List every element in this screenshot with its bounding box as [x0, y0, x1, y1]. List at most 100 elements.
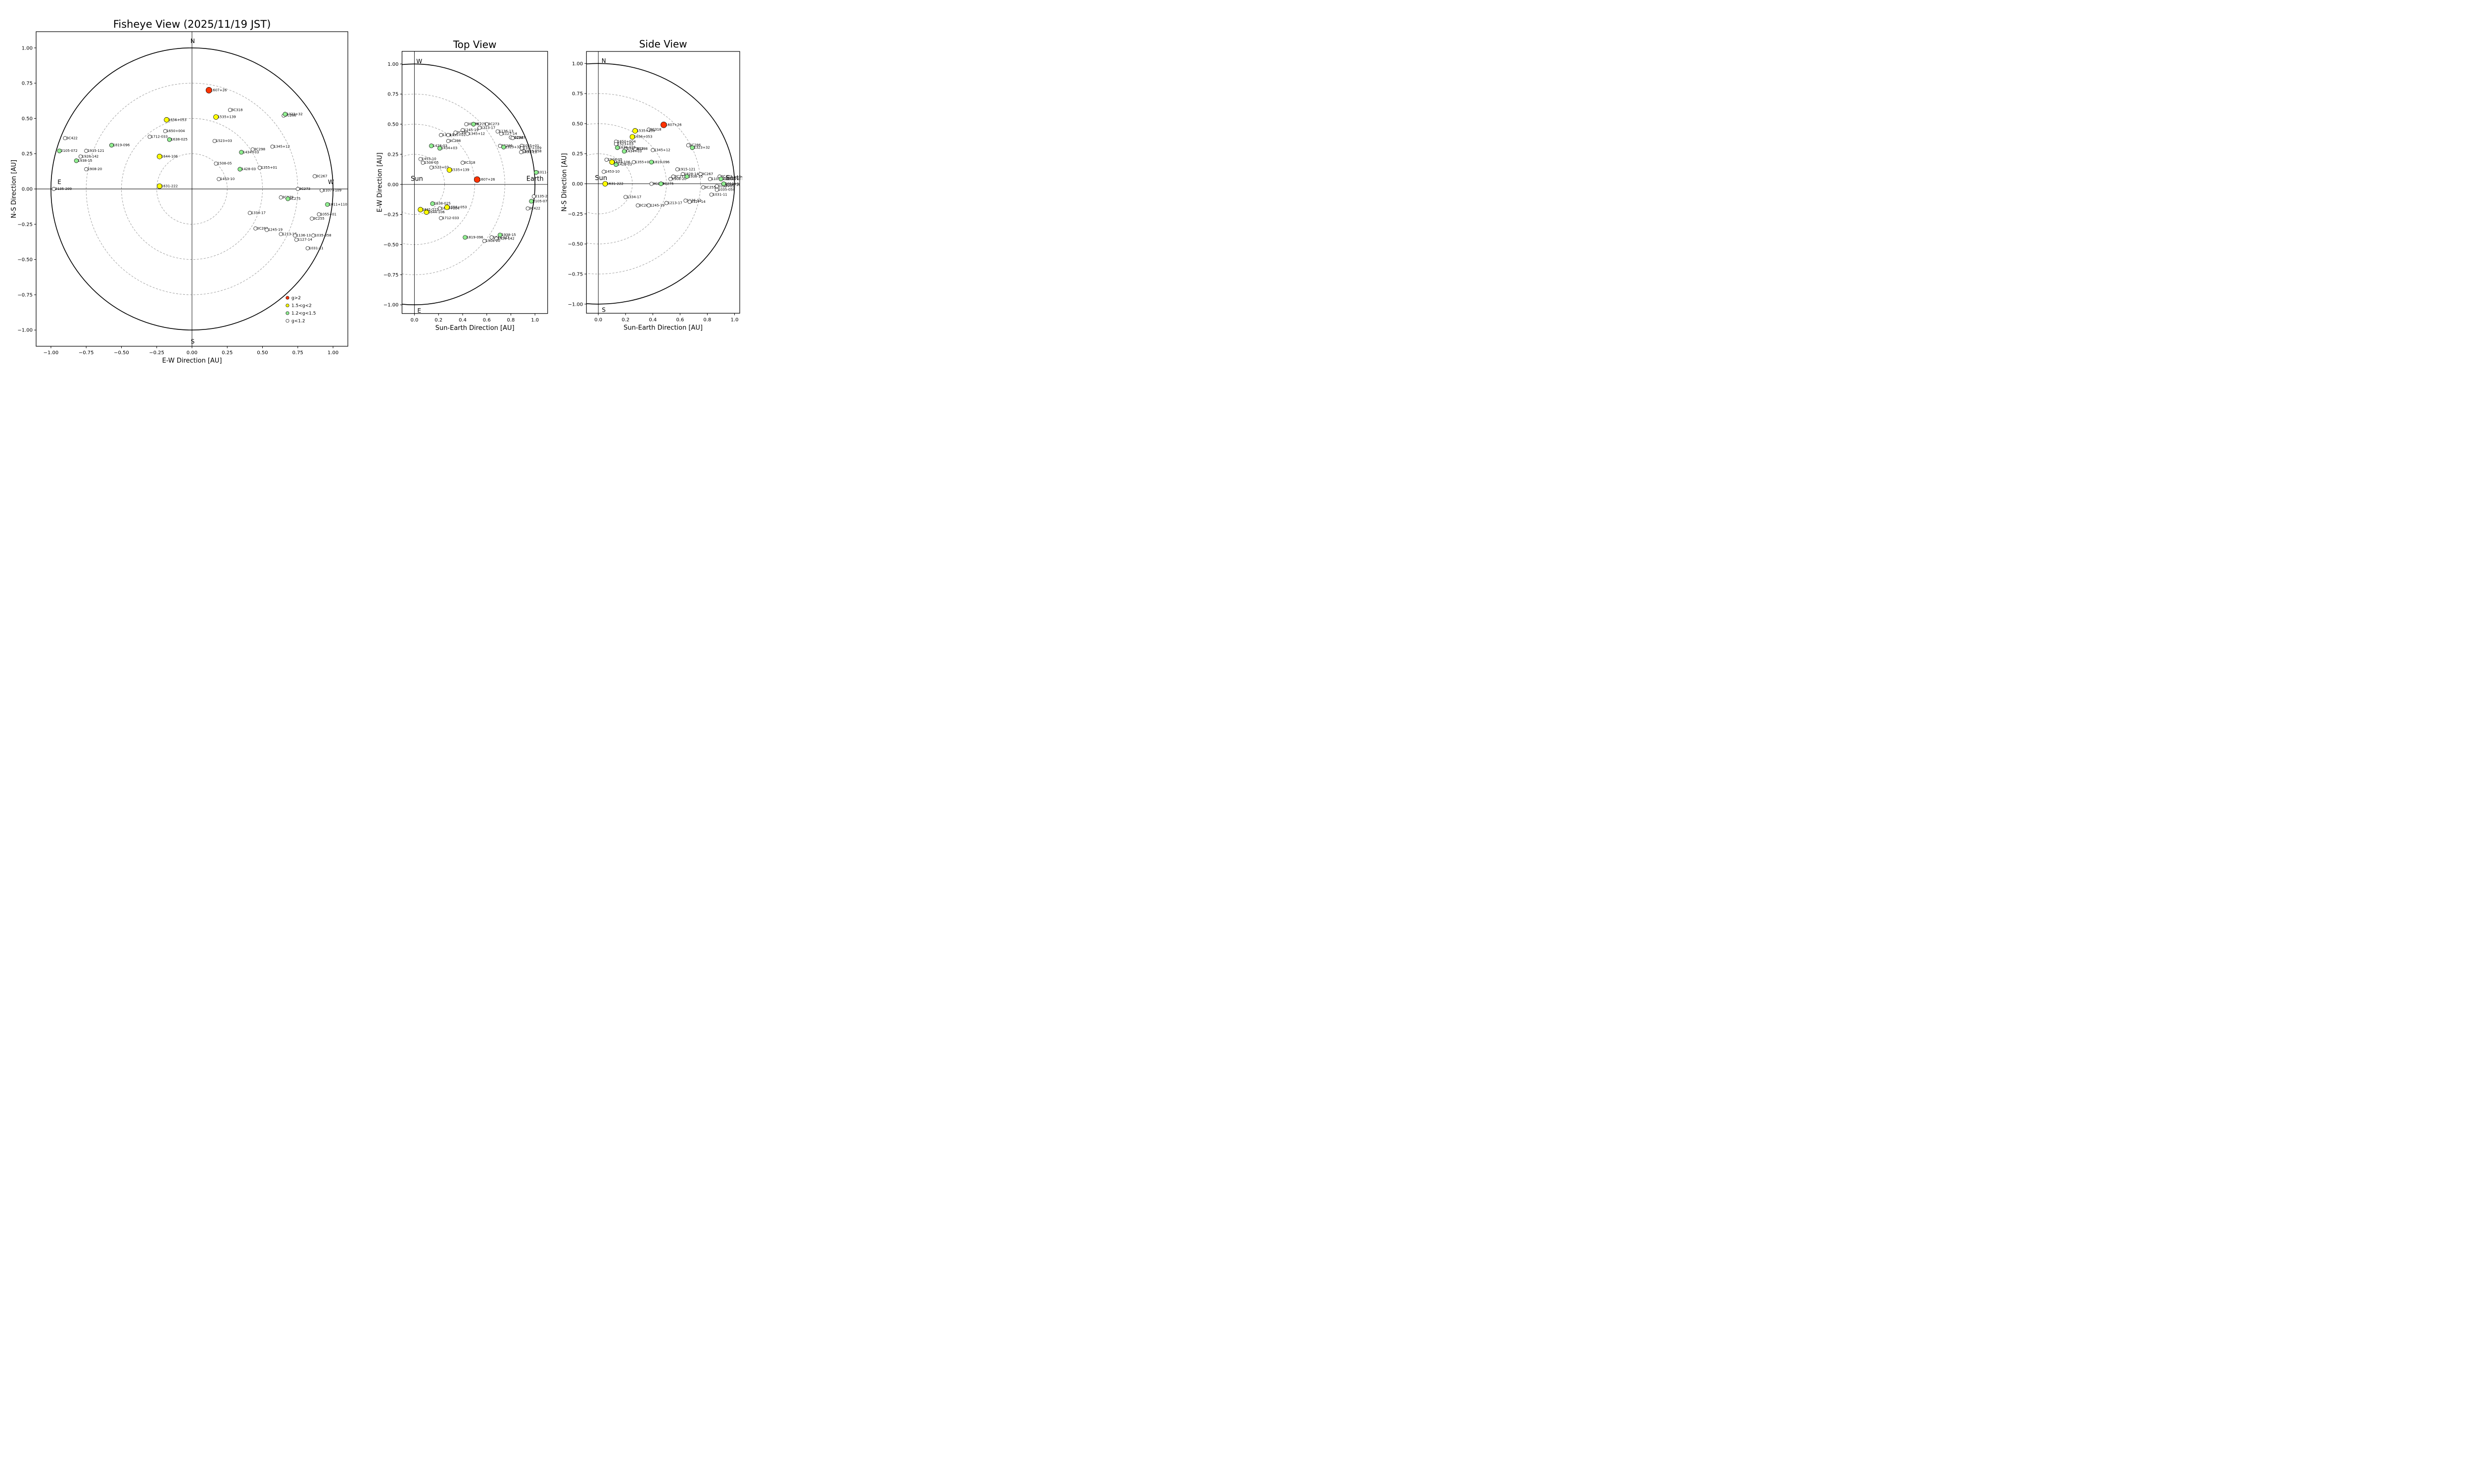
data-point: 1712-033: [147, 135, 168, 139]
y-tick-label: −0.50: [383, 242, 399, 248]
x-tick-label: 0.25: [222, 350, 233, 356]
data-point-marker-white: [320, 188, 324, 192]
y-tick-label: −0.75: [568, 272, 583, 277]
data-point: 1656+053: [629, 134, 652, 140]
data-point-label: 1928-142: [82, 154, 99, 158]
data-point-marker-green: [430, 201, 435, 206]
data-point-marker-white: [212, 139, 217, 143]
y-tick-label: −0.50: [568, 242, 583, 247]
data-point: 1213-17: [279, 232, 297, 236]
data-point-marker-white: [484, 122, 489, 126]
topview-plot-area: 3C2793C2731213-171245-191136-131127-1413…: [402, 51, 548, 314]
y-tick-label: −1.00: [383, 303, 399, 308]
data-point-label: 1638-025: [434, 202, 451, 206]
data-point-marker-green: [721, 181, 726, 186]
data-point-label: 1345+12: [469, 132, 485, 136]
legend-label: 1.2<g<1.5: [291, 311, 316, 316]
data-point-label: 1607+26: [211, 88, 227, 92]
data-point: 1523+03: [614, 142, 633, 146]
data-point-marker-green: [285, 196, 290, 201]
data-point-marker-white: [495, 129, 500, 134]
data-point-marker-white: [78, 154, 83, 159]
data-point-marker-white: [421, 160, 425, 165]
annotation-e: E: [418, 307, 422, 314]
data-point-label: 1508-05: [608, 158, 622, 162]
data-point-marker-green: [463, 235, 468, 240]
data-point: 3C275: [285, 196, 301, 201]
data-point-label: 3C298: [254, 147, 265, 151]
data-point-label: 1434+03: [441, 146, 458, 150]
chart-title: Top View: [453, 39, 497, 50]
data-point: 3C422: [525, 206, 540, 210]
data-point: 3C267: [511, 136, 525, 140]
data-point-label: 1656+053: [168, 118, 187, 122]
data-point-label: 1213-17: [481, 126, 495, 130]
data-point: 1631-222: [157, 183, 178, 189]
data-point: 3C273: [671, 175, 686, 179]
data-point: 1638-025: [430, 201, 451, 206]
data-point-label: 1107+109: [323, 188, 341, 192]
data-point-marker-white: [464, 122, 469, 126]
data-point-label: 1938-15: [688, 175, 703, 179]
data-point-marker-yellow: [164, 117, 170, 123]
data-point-label: 1938-15: [78, 159, 92, 163]
data-point-label: 1127-14: [691, 200, 706, 204]
data-point-marker-white: [709, 192, 714, 197]
data-point-marker-green: [429, 143, 434, 148]
data-point-marker-white: [265, 228, 269, 232]
data-point-label: 1035-058: [718, 188, 735, 192]
data-point: 2105-072: [718, 177, 739, 182]
data-point-label: 1434+03: [243, 150, 259, 154]
data-point-label: 3C267: [514, 136, 525, 140]
data-point: 3C286: [686, 143, 701, 147]
annotation-w: W: [328, 179, 334, 186]
data-point-label: 1712-033: [442, 216, 459, 220]
data-point: 1535+139: [446, 167, 470, 173]
data-point-label: 1011+110: [329, 202, 347, 206]
y-tick-label: 0.50: [387, 122, 398, 128]
data-point-label: 3C283: [457, 131, 468, 135]
data-point-label: 3C298: [636, 147, 648, 151]
data-point-label: 3C283: [257, 227, 268, 231]
data-point-marker-green: [109, 143, 114, 148]
data-point: 1508-05: [604, 158, 622, 162]
data-point-label: 1107+109: [523, 146, 541, 150]
data-point-marker-white: [84, 167, 89, 172]
data-point-label: 1644-106: [614, 160, 630, 164]
data-point-label: 2135-209: [55, 187, 72, 191]
data-point: 1127-14: [499, 132, 518, 136]
data-point-marker-white: [293, 233, 297, 238]
three-panel-plot: 3C4221915-1211928-1421908-202135-2091650…: [10, 18, 742, 365]
chart-title: Fisheye View (2025/11/19 JST): [113, 18, 271, 30]
x-tick-label: 1.0: [531, 318, 539, 323]
data-point: 3C318: [647, 128, 662, 132]
data-point-marker-yellow: [157, 183, 162, 189]
data-point: 1644-106: [424, 209, 445, 215]
data-point: 3C273: [295, 187, 310, 191]
data-point-label: 1245-19: [268, 228, 283, 232]
x-tick-label: 0.2: [434, 318, 442, 323]
data-point-marker-green: [614, 162, 618, 167]
data-point-label: 1011+110: [725, 182, 742, 186]
data-point: 2105-072: [57, 148, 78, 153]
data-point: 1011+110: [534, 170, 548, 175]
data-point-marker-white: [489, 235, 494, 239]
data-point: 1819-096: [109, 143, 130, 148]
data-point-label: 3C273: [488, 122, 499, 126]
data-point-marker-green: [534, 170, 539, 175]
y-tick-label: 0.75: [22, 81, 33, 87]
data-point-marker-white: [680, 172, 685, 177]
data-point-marker-yellow: [424, 209, 429, 215]
data-point-label: 1323+32: [694, 146, 710, 150]
data-point-label: 1928-142: [498, 236, 515, 240]
data-point: 1213-17: [477, 126, 495, 130]
data-point-label: 1031-11: [309, 246, 324, 250]
annotation-w: W: [416, 58, 422, 65]
data-point: 1428-03: [614, 162, 632, 167]
data-point: 3C279: [649, 182, 664, 186]
data-point-marker-white: [257, 166, 262, 170]
data-point: 1607+26: [474, 176, 495, 183]
data-point-marker-red: [661, 122, 667, 128]
data-point: 1355+01: [446, 133, 466, 137]
data-point-marker-white: [295, 187, 300, 191]
